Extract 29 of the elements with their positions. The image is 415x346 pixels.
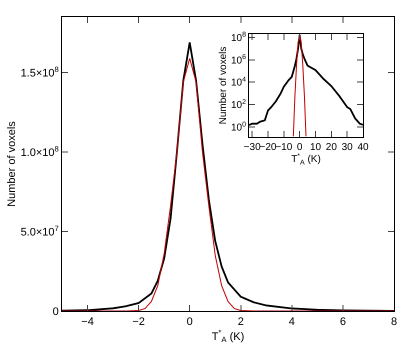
x-tick-label: −30	[244, 142, 262, 153]
line-series	[292, 34, 306, 137]
y-tick-label: 0	[52, 306, 59, 318]
x-tick-label: −20	[260, 142, 277, 153]
y-tick-label: 10$^{2}$	[230, 98, 246, 112]
x-tick-label: 0	[186, 316, 193, 328]
x-tick-label: 30	[342, 142, 354, 153]
x-tick-label: 20	[326, 142, 338, 153]
x-tick-label: 6	[340, 316, 346, 328]
x-tick-label: 2	[238, 316, 244, 328]
y-tick-label: 1.0×10$^{8}$	[20, 144, 59, 159]
y-tick-label: 10$^{6}$	[230, 54, 246, 66]
y-tick-label: 10$^{8}$	[230, 32, 246, 44]
x-tick-label: 10	[310, 142, 322, 153]
x-tick-label: −10	[275, 142, 293, 153]
x-tick-label: 4	[288, 316, 295, 328]
x-tick-label: 0	[296, 142, 303, 153]
y-tick-label: 1.5×10$^{8}$	[20, 64, 59, 80]
x-axis-title: T$^{*}$$_{A}$ (K)	[212, 328, 244, 344]
x-tick-label: −2	[132, 316, 145, 328]
x-tick-label: 8	[390, 316, 398, 328]
x-tick-label: 40	[357, 142, 369, 153]
y-axis-title: Number of voxels	[6, 120, 18, 207]
y-tick-label: 5.0×10$^{7}$	[20, 224, 59, 238]
y-tick-label: 10$^{4}$	[230, 76, 246, 89]
x-axis-title: T$^{*}$$_{A}$ (K)	[291, 153, 321, 166]
y-tick-label: 10$^{0}$	[230, 121, 246, 134]
y-axis-title: Number of voxels	[218, 46, 229, 124]
x-tick-label: −4	[81, 316, 94, 328]
